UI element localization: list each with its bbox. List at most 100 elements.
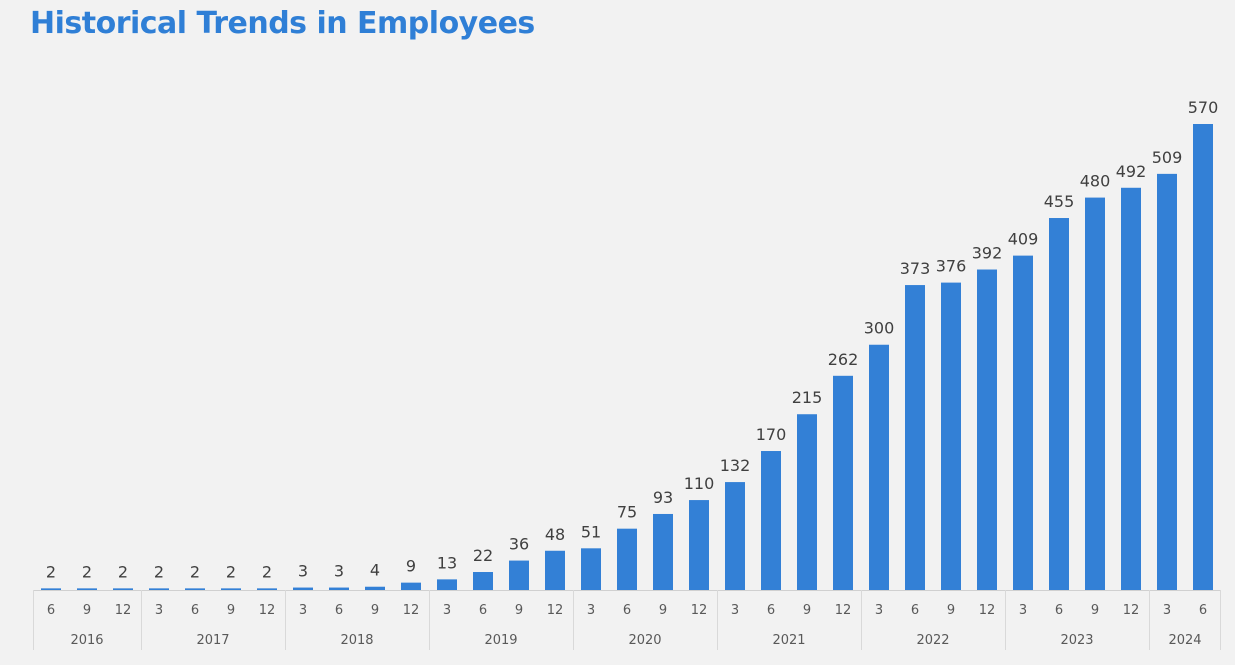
month-tick-label: 9 <box>803 603 811 618</box>
month-tick-label: 6 <box>911 603 919 618</box>
month-tick-label: 6 <box>191 603 199 618</box>
data-label: 93 <box>653 488 673 507</box>
data-label: 376 <box>936 257 967 276</box>
month-tick-label: 3 <box>299 603 307 618</box>
year-tick-label: 2019 <box>484 633 517 648</box>
bar <box>1193 124 1213 590</box>
data-label: 22 <box>473 546 493 565</box>
bar <box>833 375 853 590</box>
bar <box>545 550 565 590</box>
year-tick-label: 2024 <box>1168 633 1201 648</box>
month-tick-label: 9 <box>1091 603 1099 618</box>
month-tick-label: 3 <box>443 603 451 618</box>
year-tick-label: 2020 <box>628 633 661 648</box>
data-label: 392 <box>972 244 1003 263</box>
month-tick-label: 3 <box>731 603 739 618</box>
data-label: 75 <box>617 503 637 522</box>
bar <box>905 285 925 590</box>
bar <box>1157 173 1177 590</box>
bar <box>41 588 61 590</box>
data-label: 2 <box>118 562 128 581</box>
year-tick-label: 2021 <box>772 633 805 648</box>
bar <box>689 500 709 590</box>
bar <box>653 513 673 590</box>
month-tick-label: 9 <box>227 603 235 618</box>
month-tick-label: 12 <box>979 603 996 618</box>
month-tick-label: 12 <box>691 603 708 618</box>
bar <box>1013 255 1033 590</box>
data-label: 373 <box>900 259 931 278</box>
chart-title: Historical Trends in Employees <box>30 6 535 41</box>
bar <box>473 572 493 590</box>
month-tick-label: 6 <box>335 603 343 618</box>
bar <box>221 588 241 590</box>
month-tick-label: 9 <box>371 603 379 618</box>
bar <box>761 451 781 590</box>
month-tick-label: 6 <box>623 603 631 618</box>
bar <box>257 588 277 590</box>
month-tick-label: 9 <box>83 603 91 618</box>
month-tick-label: 6 <box>767 603 775 618</box>
month-tick-label: 3 <box>1163 603 1171 618</box>
month-tick-label: 6 <box>479 603 487 618</box>
bar <box>509 560 529 590</box>
month-tick-label: 3 <box>1019 603 1027 618</box>
data-label: 2 <box>154 562 164 581</box>
data-label: 262 <box>828 350 859 369</box>
bar <box>869 344 889 590</box>
month-tick-label: 6 <box>1199 603 1207 618</box>
bar <box>437 579 457 590</box>
data-label: 480 <box>1080 172 1111 191</box>
data-label: 132 <box>720 456 751 475</box>
month-tick-label: 12 <box>403 603 420 618</box>
month-tick-label: 6 <box>1055 603 1063 618</box>
bar <box>185 588 205 590</box>
data-label: 2 <box>46 562 56 581</box>
year-tick-label: 2017 <box>196 633 229 648</box>
bar <box>401 582 421 590</box>
data-label: 4 <box>370 561 380 580</box>
bar <box>113 588 133 590</box>
month-tick-label: 12 <box>115 603 132 618</box>
data-label: 3 <box>298 562 308 581</box>
bar <box>581 548 601 590</box>
month-tick-label: 3 <box>155 603 163 618</box>
data-label: 9 <box>406 557 416 576</box>
month-tick-label: 3 <box>875 603 883 618</box>
bar <box>77 588 97 590</box>
bar <box>617 528 637 590</box>
data-label: 13 <box>437 553 457 572</box>
bar <box>149 588 169 590</box>
year-tick-label: 2016 <box>70 633 103 648</box>
data-label: 300 <box>864 319 895 338</box>
data-label: 570 <box>1188 98 1219 117</box>
month-tick-label: 12 <box>835 603 852 618</box>
year-tick-label: 2022 <box>916 633 949 648</box>
data-label: 170 <box>756 425 787 444</box>
month-tick-label: 12 <box>547 603 564 618</box>
bar <box>365 586 385 590</box>
data-label: 48 <box>545 525 565 544</box>
bar <box>941 282 961 590</box>
data-label: 2 <box>262 562 272 581</box>
bar <box>977 269 997 590</box>
month-tick-label: 9 <box>515 603 523 618</box>
year-tick-label: 2023 <box>1060 633 1093 648</box>
month-tick-label: 12 <box>259 603 276 618</box>
data-label: 2 <box>190 562 200 581</box>
data-label: 110 <box>684 474 715 493</box>
data-label: 215 <box>792 388 823 407</box>
data-label: 2 <box>82 562 92 581</box>
data-label: 36 <box>509 535 529 554</box>
bar <box>329 587 349 590</box>
bar <box>1121 187 1141 590</box>
data-label: 492 <box>1116 162 1147 181</box>
data-label: 509 <box>1152 148 1183 167</box>
month-tick-label: 9 <box>947 603 955 618</box>
data-label: 409 <box>1008 230 1039 249</box>
data-label: 455 <box>1044 192 1075 211</box>
bar <box>725 482 745 590</box>
month-tick-label: 9 <box>659 603 667 618</box>
